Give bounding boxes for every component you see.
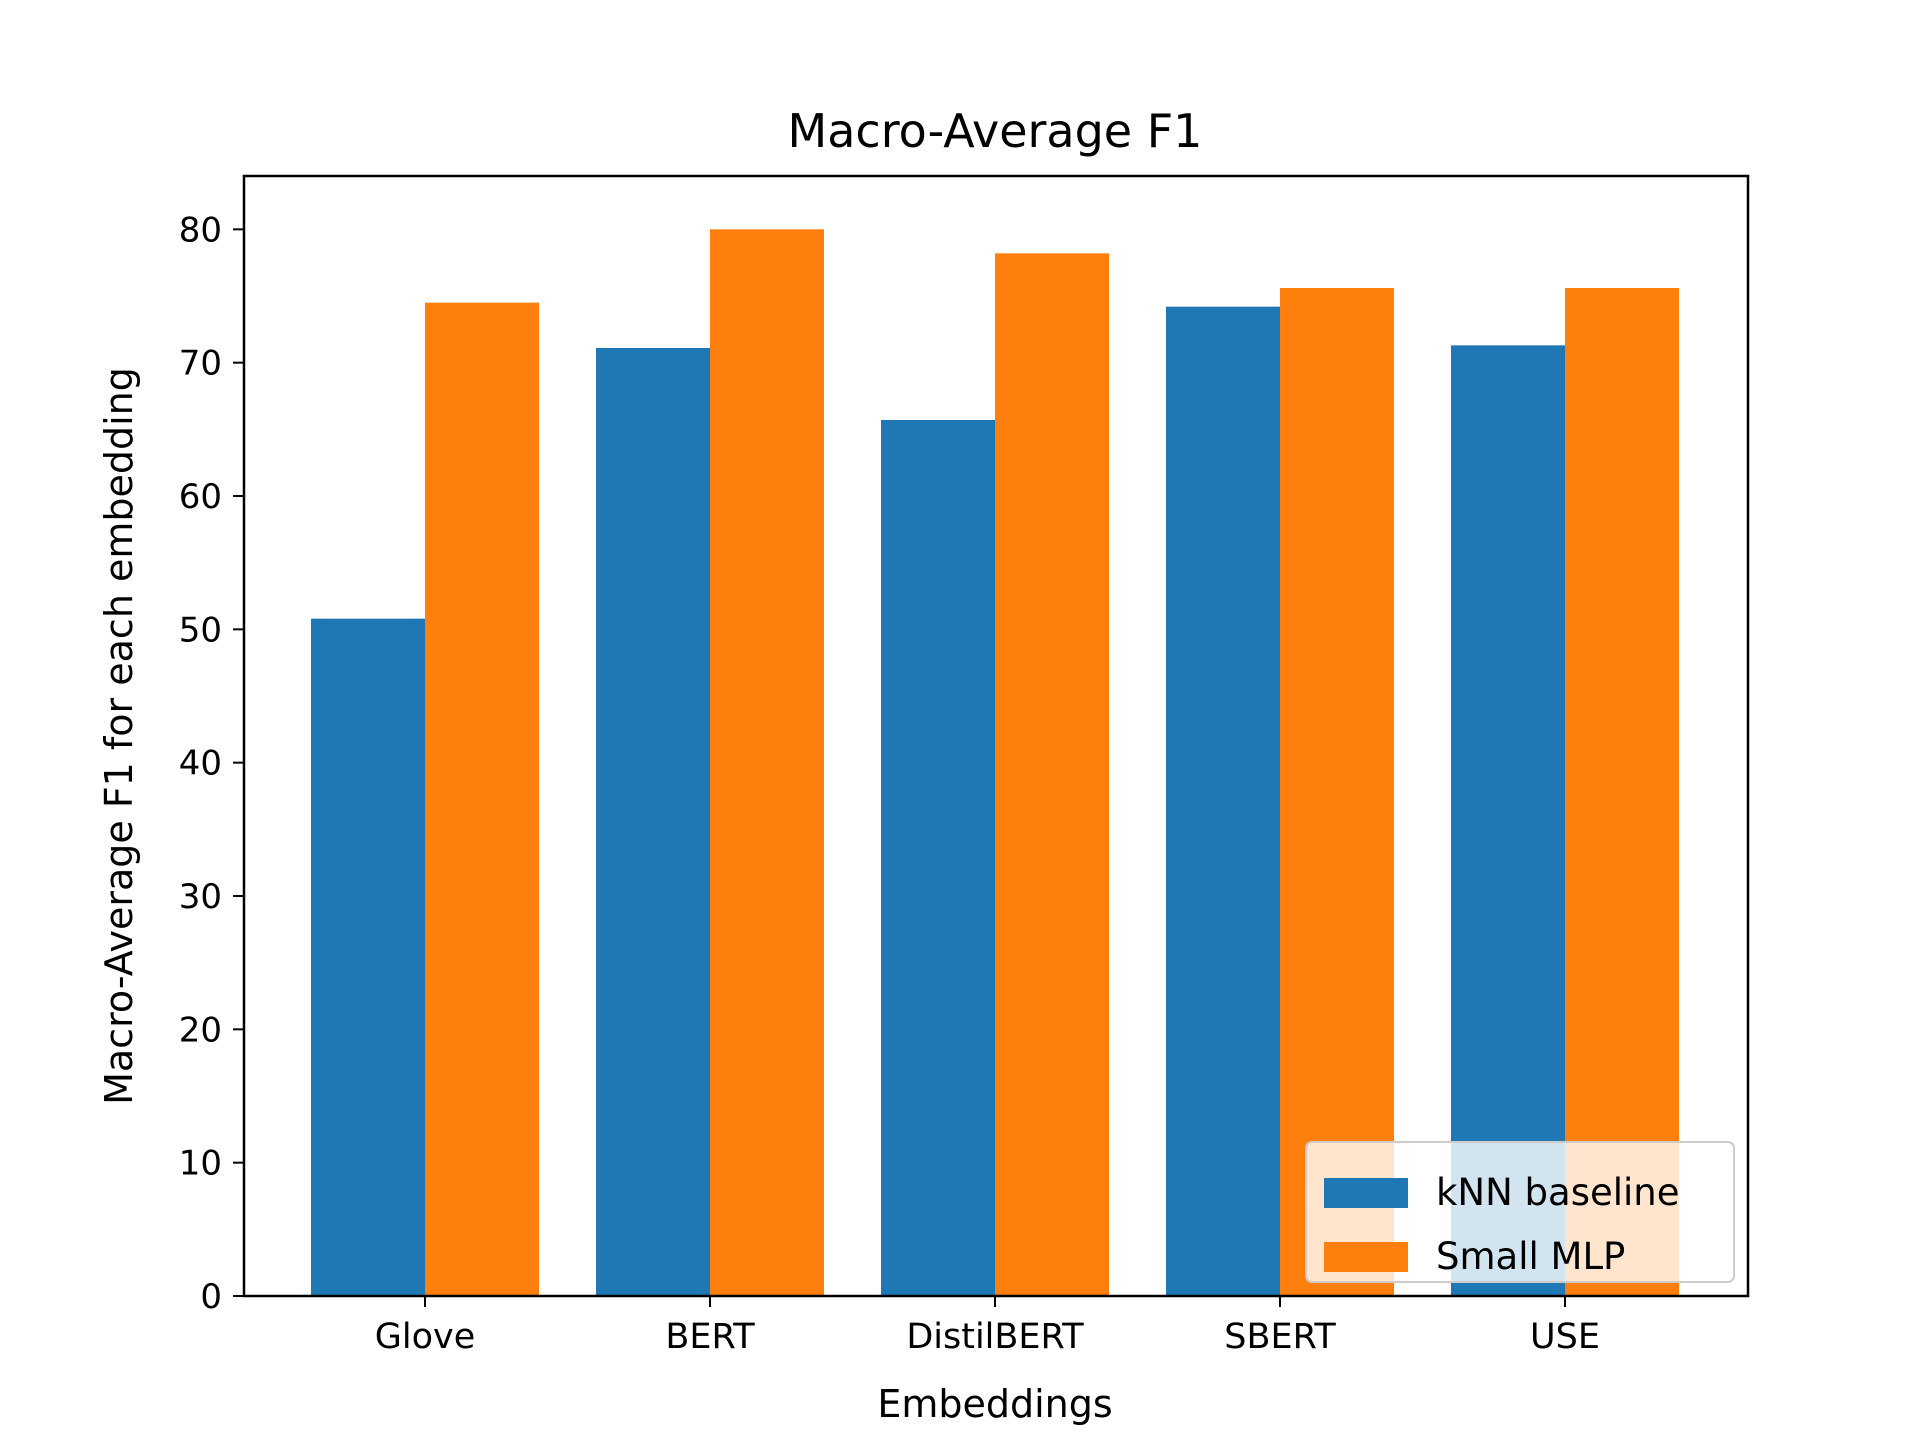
bar-small-mlp-distilbert xyxy=(995,253,1109,1296)
bar-small-mlp-bert xyxy=(710,229,824,1296)
y-axis-label: Macro-Average F1 for each embedding xyxy=(97,367,141,1105)
x-tick-label: DistilBERT xyxy=(906,1317,1084,1357)
bar-small-mlp-sbert xyxy=(1280,288,1394,1296)
y-tick-label: 70 xyxy=(179,344,222,384)
x-tick-label: Glove xyxy=(375,1317,476,1357)
bar-knn-baseline-distilbert xyxy=(881,420,995,1296)
legend-box xyxy=(1305,1141,1735,1283)
y-tick-label: 0 xyxy=(200,1277,222,1317)
legend-label-knn-baseline: kNN baseline xyxy=(1436,1171,1680,1214)
legend: kNN baseline Small MLP xyxy=(1305,1141,1735,1283)
bar-knn-baseline-glove xyxy=(311,618,425,1296)
plot-frame xyxy=(242,174,1750,1298)
y-tick-label: 40 xyxy=(179,744,222,784)
x-tick-label: SBERT xyxy=(1224,1317,1336,1357)
legend-swatch-knn-baseline xyxy=(1324,1178,1408,1208)
x-tick-label: USE xyxy=(1530,1317,1600,1357)
legend-swatch-small-mlp xyxy=(1324,1242,1408,1272)
bar-knn-baseline-bert xyxy=(596,348,710,1296)
x-axis-label: Embeddings xyxy=(877,1382,1112,1426)
legend-label-small-mlp: Small MLP xyxy=(1436,1235,1625,1278)
y-tick-label: 60 xyxy=(179,477,222,517)
chart-title: Macro-Average F1 xyxy=(788,104,1203,158)
bar-knn-baseline-sbert xyxy=(1166,306,1280,1297)
y-tick-label: 10 xyxy=(179,1144,222,1184)
y-axis: 0 10 20 30 40 50 60 70 80 xyxy=(179,210,244,1317)
bar-knn-baseline-use xyxy=(1451,345,1565,1296)
y-tick-label: 20 xyxy=(179,1010,222,1050)
x-tick-label: BERT xyxy=(665,1317,755,1357)
bar-small-mlp-use xyxy=(1565,288,1679,1296)
x-axis: Glove BERT DistilBERT SBERT USE xyxy=(375,1296,1600,1357)
bars-group xyxy=(311,229,1679,1297)
bar-small-mlp-glove xyxy=(425,302,539,1297)
y-tick-label: 50 xyxy=(179,610,222,650)
y-tick-label: 80 xyxy=(179,210,222,250)
y-tick-label: 30 xyxy=(179,877,222,917)
